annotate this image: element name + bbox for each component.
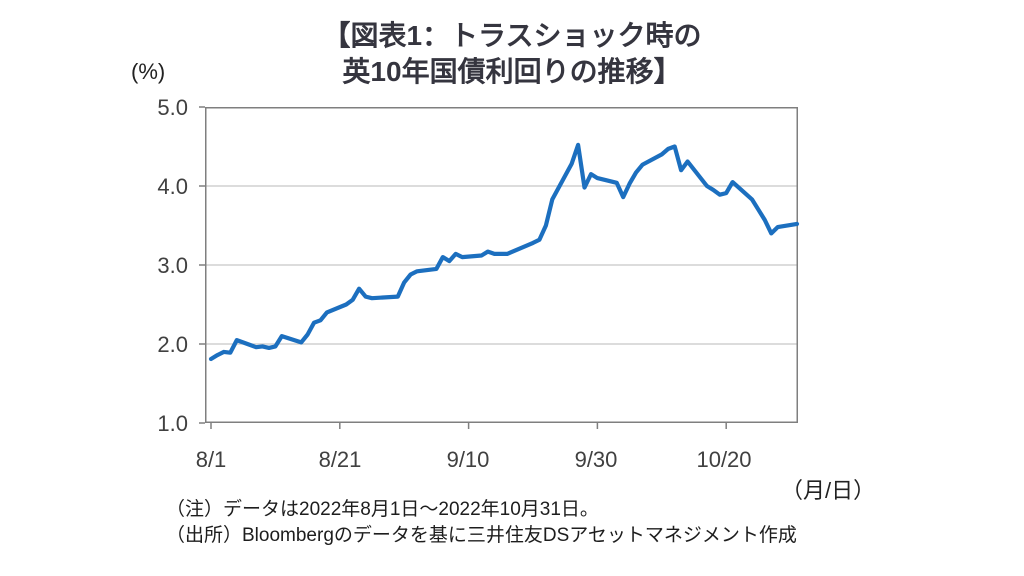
footnote-data-range: （注）データは2022年8月1日～2022年10月31日。	[166, 499, 599, 520]
yield-line-chart	[199, 106, 800, 429]
x-tick-label-0: 8/1	[195, 447, 227, 472]
x-tick-label-2: 9/10	[446, 447, 490, 472]
y-tick-label-5: 5.0	[157, 95, 188, 120]
y-tick-label-2: 2.0	[157, 332, 188, 357]
x-tick-label-1: 8/21	[318, 447, 362, 472]
footnote-source: （出所）Bloombergのデータを基に三井住友DSアセットマネジメント作成	[166, 525, 797, 546]
figure-title-line1: 【図表1：トラスショック時の	[322, 20, 702, 51]
y-axis-unit-label: (%)	[131, 59, 166, 84]
figure-title: 【図表1：トラスショック時の 英10年国債利回りの推移】	[0, 18, 1024, 90]
y-tick-label-1: 1.0	[157, 411, 188, 436]
y-tick-label-4: 4.0	[157, 174, 188, 199]
y-tick-label-3: 3.0	[157, 253, 188, 278]
x-tick-label-3: 9/30	[574, 447, 618, 472]
figure-title-line2: 英10年国債利回りの推移】	[342, 56, 682, 87]
x-tick-label-4: 10/20	[696, 447, 752, 472]
x-axis-unit-label: （月/日）	[781, 478, 876, 503]
uk-10y-yield-line	[208, 142, 800, 362]
